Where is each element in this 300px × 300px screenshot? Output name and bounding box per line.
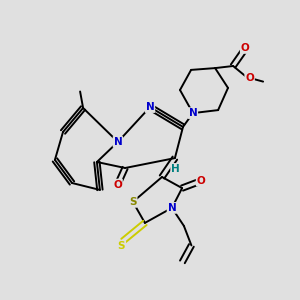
Text: N: N <box>113 137 122 147</box>
Text: S: S <box>118 241 125 251</box>
Text: H: H <box>171 164 180 174</box>
Text: O: O <box>241 43 250 53</box>
Text: N: N <box>146 102 154 112</box>
Text: O: O <box>113 179 122 190</box>
Text: S: S <box>129 197 136 207</box>
Text: N: N <box>167 203 176 213</box>
Text: N: N <box>188 108 197 118</box>
Text: O: O <box>196 176 206 186</box>
Text: O: O <box>245 73 254 83</box>
